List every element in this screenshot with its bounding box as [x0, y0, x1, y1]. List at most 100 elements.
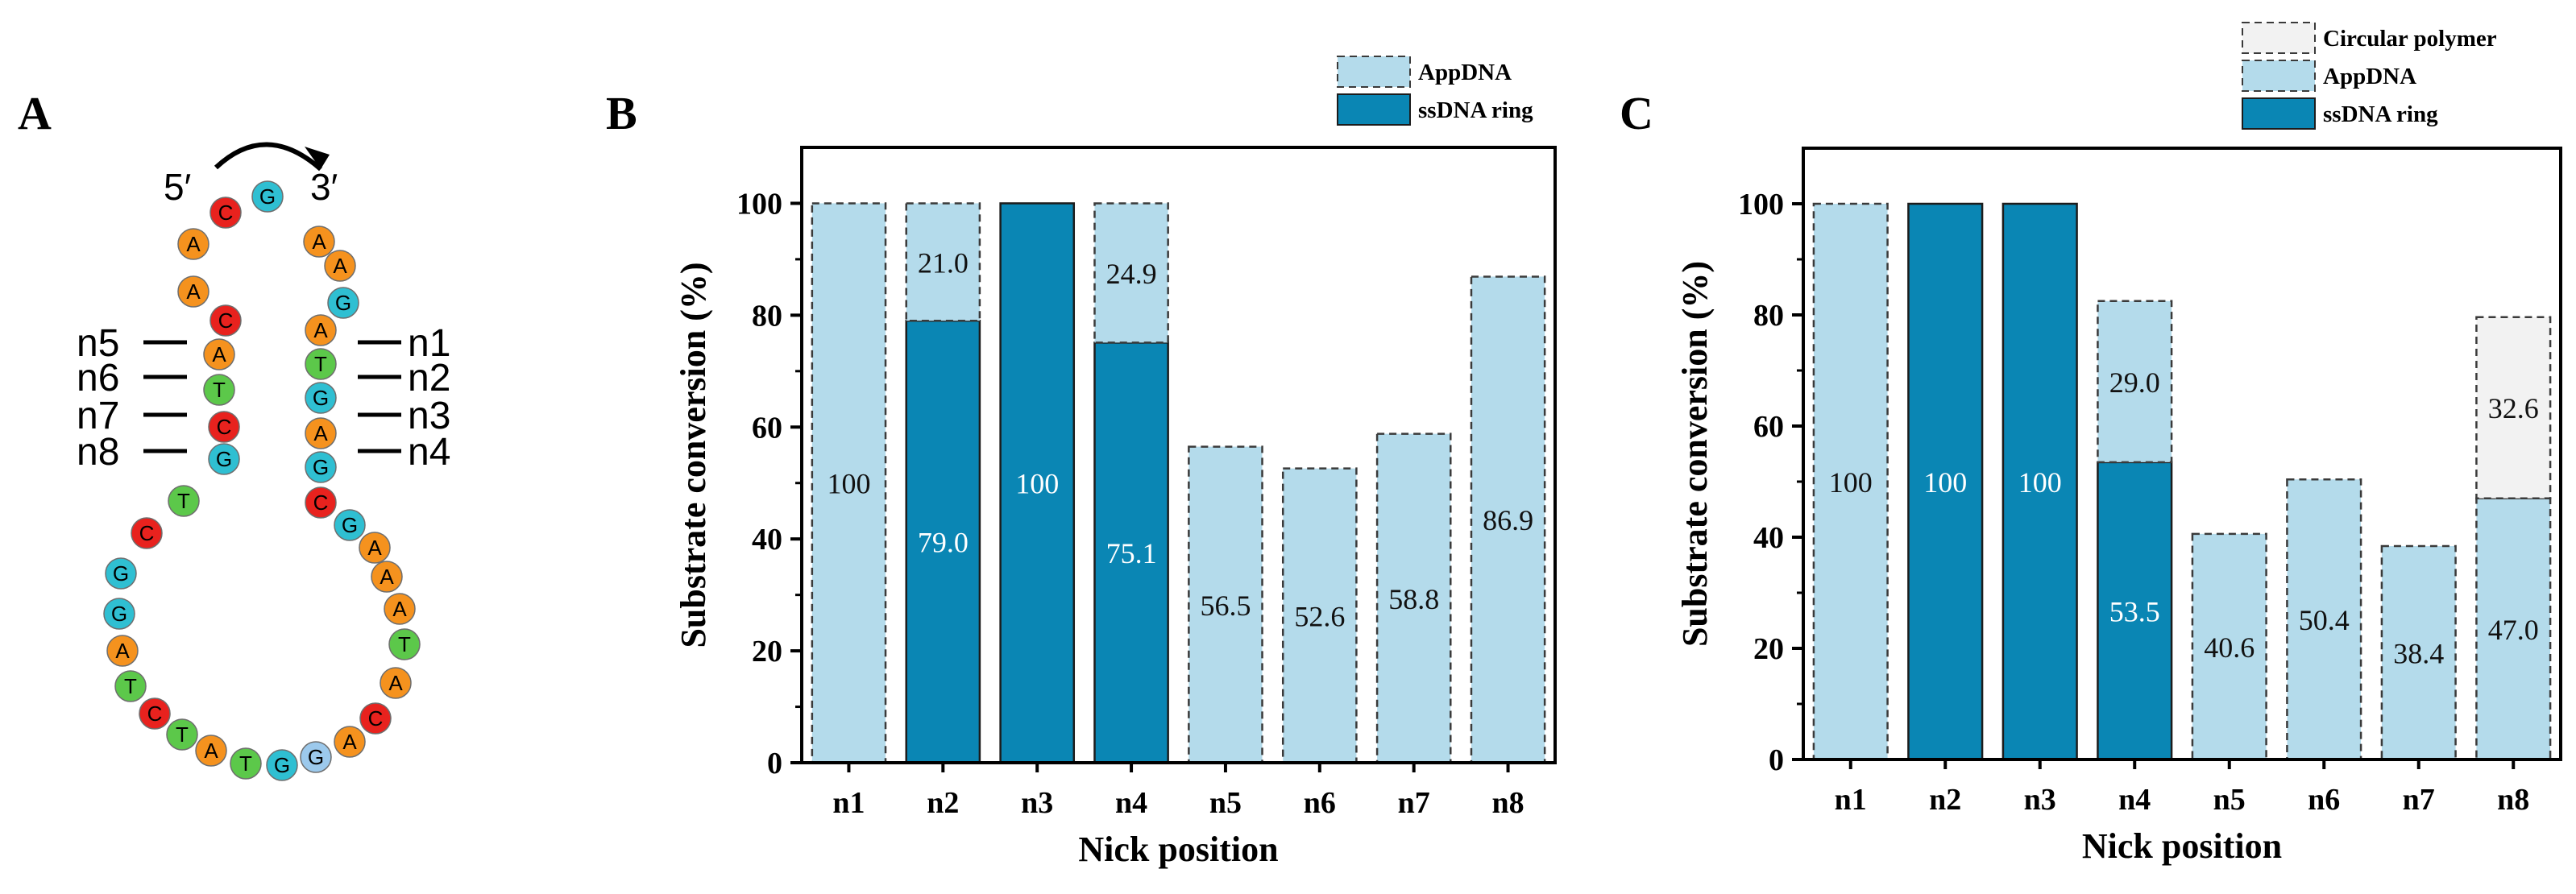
panel-c-chart: C 100 100 100 53.5 29.0 40.6 50.4 38.4 47.0 32.6 0… [1620, 22, 2562, 866]
base-letter: A [388, 671, 403, 695]
base-letter: A [313, 318, 328, 342]
base-letter: A [312, 230, 326, 254]
y-tick-label: 40 [1753, 521, 1784, 555]
x-tick-label: n5 [1209, 786, 1242, 820]
base-letter: G [313, 386, 329, 410]
bar-n4-ssdna-ring [1093, 341, 1169, 764]
legend-label: AppDNA [2323, 64, 2416, 89]
base-nucleotide: G [327, 287, 359, 319]
data-label: 100 [1923, 466, 1967, 499]
x-tick-label: n4 [2118, 783, 2151, 817]
base-circle [359, 702, 392, 735]
base-nucleotide: A [371, 561, 403, 593]
nick-label-left: n5 [77, 322, 119, 365]
nick-label-left: n8 [77, 431, 119, 474]
five-prime-label: 5′ [164, 166, 191, 208]
base-circle [327, 287, 359, 319]
nick-label-left: n7 [77, 395, 119, 437]
data-label: 75.1 [1106, 537, 1157, 569]
base-circle [334, 726, 366, 758]
bar-n7-appdna [1375, 433, 1452, 764]
bar-n2-ssdna-ring [1907, 202, 1984, 761]
base-nucleotide: G [334, 509, 366, 541]
x-tick-label: n1 [1835, 783, 1867, 817]
base-letter: T [176, 722, 189, 747]
bar-n8-appdna [1470, 275, 1546, 764]
x-tick-label: n8 [1491, 786, 1524, 820]
bar-n6-appdna [2286, 478, 2362, 761]
base-nucleotide: C [359, 702, 392, 735]
base-nucleotide: C [208, 411, 240, 443]
base-nucleotide: A [106, 635, 139, 667]
base-circle [324, 250, 356, 282]
nick-label-right: n1 [408, 322, 450, 365]
base-circle [209, 197, 242, 229]
base-nucleotide: A [384, 593, 416, 625]
bar-n2-ssdna-ring [905, 320, 981, 764]
base-letter: C [218, 308, 234, 333]
y-axis-title: Substrate conversion (%) [674, 262, 713, 648]
three-prime-label: 3′ [310, 166, 338, 208]
base-nucleotide: A [177, 228, 209, 260]
base-circle [203, 374, 235, 406]
base-circle [305, 348, 337, 380]
base-letter: G [259, 184, 276, 209]
base-letter: G [308, 745, 324, 769]
plot-frame [1802, 147, 2562, 761]
legend-label: Circular polymer [2323, 26, 2497, 52]
base-letter: T [398, 632, 411, 656]
x-axis-title: Nick position [2082, 826, 2282, 866]
base-circle [305, 314, 337, 346]
base-letter: A [380, 565, 394, 589]
base-nucleotide: G [103, 598, 135, 630]
base-letter: G [216, 447, 232, 471]
legend-swatch [1337, 93, 1411, 126]
base-letter: A [204, 739, 218, 763]
base-circle [114, 670, 147, 702]
base-nucleotide: C [305, 486, 337, 519]
base-circle [177, 275, 209, 308]
y-tick-label: 0 [1769, 743, 1784, 777]
base-nucleotide: T [166, 718, 198, 751]
x-tick-label: n5 [2213, 783, 2246, 817]
base-circle [266, 749, 298, 781]
base-nucleotide: A [380, 667, 412, 699]
base-letter: G [342, 513, 358, 537]
legend-label: AppDNA [1418, 60, 1512, 85]
y-tick-label: 60 [752, 411, 782, 445]
bar-n4-appdna [1093, 202, 1169, 344]
y-tick-label: 0 [767, 747, 782, 780]
panel-b-letter: B [606, 87, 637, 139]
x-tick-label: n4 [1115, 786, 1147, 820]
y-tick-label: 80 [752, 299, 782, 333]
data-label: 58.8 [1388, 583, 1439, 615]
x-tick-label: n3 [1021, 786, 1053, 820]
base-nucleotide: T [388, 628, 421, 660]
nick-label-right: n2 [408, 357, 450, 399]
panel-c-letter: C [1620, 87, 1653, 139]
x-tick-label: n6 [1304, 786, 1336, 820]
base-letter: G [313, 455, 329, 479]
data-label: 24.9 [1106, 258, 1157, 290]
base-circle [305, 486, 337, 519]
base-letter: G [113, 561, 129, 586]
base-nucleotide: G [300, 741, 332, 773]
base-nucleotide: G [208, 443, 240, 475]
data-label: 21.0 [918, 246, 969, 279]
base-letter: T [239, 751, 252, 776]
base-circle [208, 443, 240, 475]
x-tick-label: n7 [1398, 786, 1430, 820]
nick-labels: n5 n1 n6 n2 n7 n3 n8 n4 [77, 322, 450, 474]
base-circle [203, 338, 235, 370]
base-circle [305, 382, 337, 414]
data-label: 100 [1829, 466, 1873, 499]
base-nucleotide: C [139, 697, 171, 730]
bar-n5-appdna [2191, 532, 2267, 761]
bar-n3-ssdna-ring [999, 202, 1076, 764]
y-tick-label: 20 [1753, 632, 1784, 666]
base-letter: A [342, 730, 357, 754]
base-circle [300, 741, 332, 773]
base-circle [208, 411, 240, 443]
bar-n1-appdna [1812, 202, 1889, 761]
base-nucleotide: G [251, 180, 284, 213]
